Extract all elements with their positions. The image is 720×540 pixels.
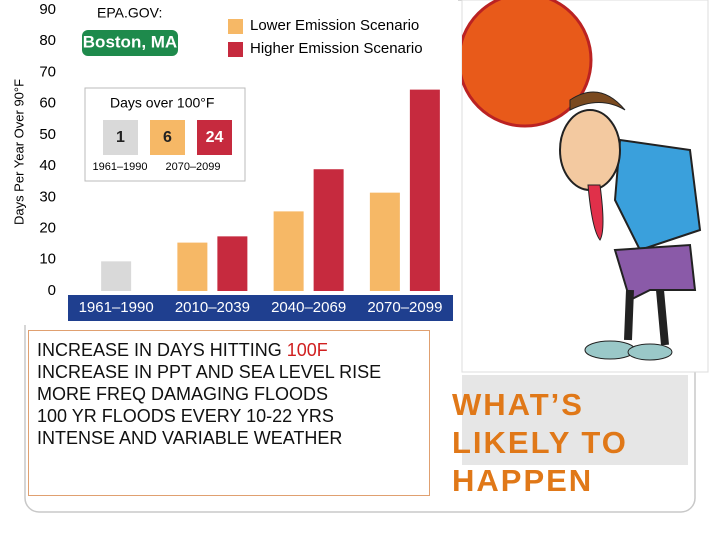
text-box: INCREASE IN DAYS HITTING 100F INCREASE I…: [28, 330, 430, 496]
legend-label: Lower Emission Scenario: [250, 17, 419, 34]
y-tick-label: 60: [39, 95, 56, 112]
y-tick-label: 50: [39, 126, 56, 143]
y-tick-label: 20: [39, 220, 56, 237]
text-line: MORE FREQ DAMAGING FLOODS: [37, 384, 329, 404]
text: INCREASE IN DAYS HITTING: [37, 340, 282, 360]
badge: Boston, MA: [83, 32, 177, 51]
text-line: INCREASE IN PPT AND SEA LEVEL RISE: [37, 362, 382, 382]
bar: [313, 169, 344, 291]
y-tick-label: 90: [39, 1, 56, 18]
inset-cell: [103, 120, 138, 155]
inset-label: 1961–1990: [92, 161, 147, 173]
inset-title: Days over 100°F: [110, 95, 214, 111]
bar: [409, 89, 440, 291]
inset-value: 1: [116, 129, 125, 146]
y-tick-label: 10: [39, 251, 56, 268]
y-tick-label: 70: [39, 63, 56, 80]
heading-bg: [462, 375, 688, 465]
inset-cell: [150, 120, 185, 155]
legend-swatch: [228, 19, 243, 34]
x-tick-label: 1961–1990: [79, 299, 154, 316]
legend-swatch: [228, 42, 243, 57]
inset-label: 2070–2099: [165, 161, 220, 173]
heading-line: LIKELY TO: [452, 425, 628, 460]
heading: WHAT’S LIKELY TO HAPPEN: [452, 386, 628, 500]
y-axis-label: Days Per Year Over 90°F: [11, 79, 26, 225]
inset-cell: [197, 120, 232, 155]
cartoon: [462, 0, 702, 361]
heading-line: WHAT’S: [452, 387, 584, 422]
text-line: 100 YR FLOODS EVERY 10-22 YRS: [37, 406, 334, 426]
bar: [369, 192, 400, 291]
source: EPA.GOV:: [97, 5, 162, 21]
bar: [101, 261, 132, 291]
bar: [273, 211, 304, 291]
bar: [217, 236, 248, 291]
text-line: INCREASE IN DAYS HITTING 100F: [37, 339, 417, 361]
x-tick-label: 2040–2069: [271, 299, 346, 316]
text-line: INTENSE AND VARIABLE WEATHER: [37, 428, 343, 448]
heading-line: HAPPEN: [452, 463, 594, 498]
inset-value: 24: [206, 129, 224, 146]
highlight: 100F: [286, 340, 328, 360]
legend-label: Higher Emission Scenario: [250, 40, 423, 57]
y-tick-label: 30: [39, 188, 56, 205]
x-tick-label: 2070–2099: [367, 299, 442, 316]
badge-bg: [82, 30, 178, 56]
y-tick-label: 40: [39, 157, 56, 174]
y-tick-label: 80: [39, 32, 56, 49]
bar: [177, 242, 208, 291]
category-band: [68, 295, 453, 321]
y-tick-label: 0: [48, 282, 56, 299]
inset-value: 6: [163, 129, 172, 146]
x-tick-label: 2010–2039: [175, 299, 250, 316]
